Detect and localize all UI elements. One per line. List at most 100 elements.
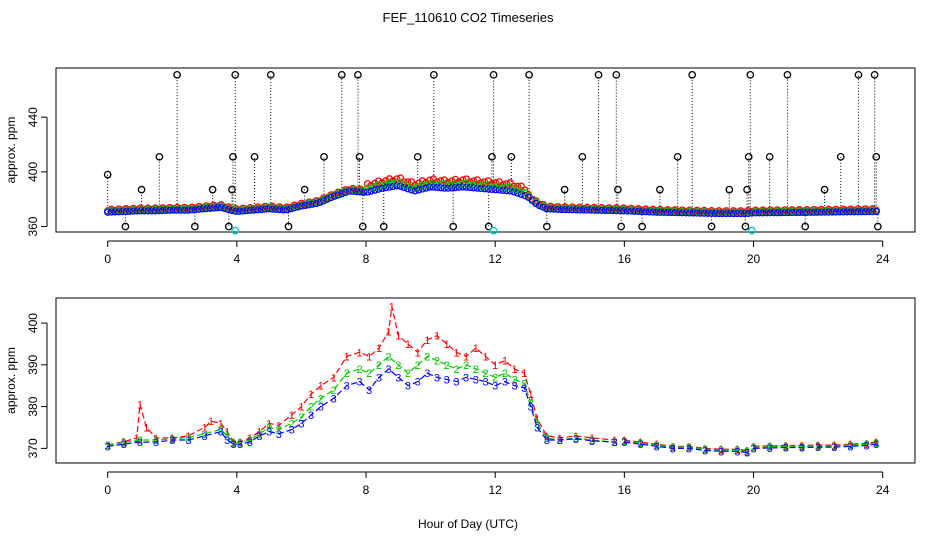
series-1-marker: 1 — [512, 364, 518, 376]
blue-point — [502, 186, 511, 195]
series-2-marker: 2 — [453, 364, 459, 376]
series-3-line — [624, 441, 748, 454]
series-3-marker: 3 — [502, 377, 508, 389]
series-3-marker: 3 — [289, 425, 295, 437]
green-point — [367, 184, 375, 192]
outlier-point — [741, 222, 750, 231]
bottom-x-tick-label: 8 — [363, 483, 370, 497]
top-x-tick-label: 12 — [489, 252, 503, 266]
bottom-x-tick-label: 20 — [747, 483, 761, 497]
series-3-marker: 3 — [492, 381, 498, 393]
outlier-point — [688, 70, 697, 79]
series-1-marker: 1 — [492, 360, 498, 372]
series-1-marker: 1 — [185, 431, 191, 443]
series-3-marker: 3 — [405, 381, 411, 393]
series-2-line — [107, 355, 615, 446]
series-1-line — [624, 439, 748, 452]
green-point — [407, 182, 416, 190]
series-1-marker: 1 — [557, 433, 563, 445]
series-2-marker: 2 — [121, 438, 127, 450]
outlier-point — [229, 152, 237, 161]
series-1-marker: 1 — [482, 351, 488, 363]
series-1-marker: 1 — [612, 435, 618, 447]
blue-point — [217, 203, 225, 212]
series-3-marker: 3 — [318, 402, 324, 414]
blue-point — [839, 208, 847, 216]
blue-point — [349, 187, 357, 195]
outlier-point — [743, 185, 751, 194]
series-1-marker: 1 — [376, 343, 382, 355]
series-2-marker: 2 — [395, 360, 401, 372]
bottom-x-tick-label: 24 — [876, 483, 890, 497]
outlier-point — [173, 70, 181, 79]
cyan-point — [748, 226, 756, 235]
blue-point — [400, 183, 408, 192]
outlier-point — [638, 222, 646, 231]
outlier-point — [617, 222, 625, 231]
series-3-marker: 3 — [308, 410, 314, 422]
blue-point — [448, 184, 456, 192]
blue-point — [136, 207, 145, 215]
top-x-tick-label: 0 — [104, 252, 111, 266]
series-3-marker: 3 — [544, 435, 550, 447]
blue-point — [363, 188, 372, 196]
series-1-marker: 1 — [224, 427, 230, 439]
blue-point — [228, 206, 236, 215]
blue-point — [612, 206, 621, 215]
blue-point — [382, 183, 390, 192]
outlier-point — [801, 222, 810, 231]
series-1-marker: 1 — [528, 389, 534, 401]
series-2-marker: 2 — [718, 445, 724, 457]
red-point — [382, 177, 390, 185]
blue-point — [224, 205, 233, 214]
series-3-marker: 3 — [231, 439, 237, 451]
series-2-marker: 2 — [405, 368, 411, 380]
series-2-marker: 2 — [153, 435, 159, 447]
blue-point — [510, 188, 518, 196]
outlier-point — [783, 70, 792, 79]
green-point — [470, 180, 478, 189]
series-3-marker: 3 — [218, 427, 224, 439]
top-y-axis-label: approx. ppm — [4, 117, 18, 184]
series-2-marker: 2 — [344, 368, 350, 380]
outlier-point — [320, 152, 328, 161]
blue-point — [107, 208, 115, 216]
series-1-marker: 1 — [208, 416, 214, 428]
green-point — [429, 179, 438, 187]
blue-point — [803, 208, 811, 216]
outlier-point — [836, 152, 845, 161]
blue-point — [239, 207, 247, 215]
outlier-point — [525, 70, 533, 79]
red-point — [374, 177, 383, 185]
series-1-marker: 1 — [143, 422, 149, 434]
series-3-marker: 3 — [831, 442, 837, 454]
series-1-marker: 1 — [298, 402, 304, 414]
blue-point — [781, 208, 789, 217]
series-3-marker: 3 — [366, 385, 372, 397]
blue-point — [627, 207, 635, 215]
series-1-marker: 1 — [534, 414, 540, 426]
green-point — [491, 182, 500, 190]
outlier-point — [413, 152, 422, 161]
green-point — [378, 181, 386, 190]
blue-point — [620, 207, 628, 215]
blue-point — [663, 208, 672, 217]
blue-point — [685, 209, 694, 217]
blue-point — [715, 209, 723, 218]
series-2-marker: 2 — [744, 446, 750, 458]
series-2-marker: 2 — [521, 379, 527, 391]
outlier-point — [300, 185, 309, 194]
series-1-marker: 1 — [276, 420, 282, 432]
blue-point — [642, 208, 650, 216]
series-3-marker: 3 — [847, 441, 853, 453]
series-3-marker: 3 — [434, 372, 440, 384]
series-2-marker: 2 — [276, 425, 282, 437]
series-1-line — [107, 306, 615, 446]
bottom-x-tick-label: 0 — [104, 483, 111, 497]
blue-point — [517, 190, 525, 199]
bottom-y-tick-label: 370 — [26, 438, 40, 458]
blue-point — [576, 206, 584, 214]
series-2-marker: 2 — [492, 372, 498, 384]
series-1-marker: 1 — [444, 339, 450, 351]
